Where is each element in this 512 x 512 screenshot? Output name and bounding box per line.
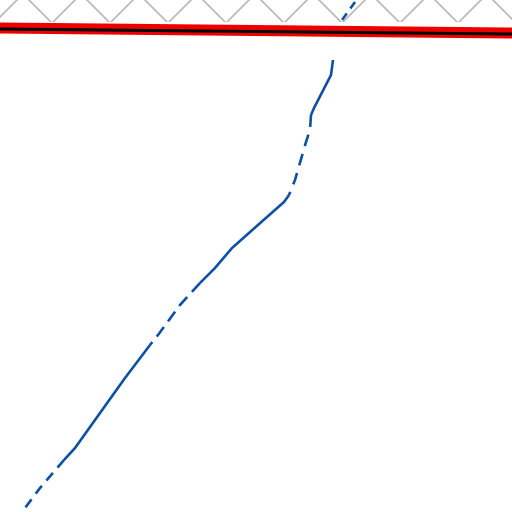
stream-dashed	[340, 1, 357, 21]
hatched-area	[0, 0, 512, 22]
stream-solid	[199, 194, 291, 284]
stream-solid	[63, 344, 152, 461]
stream-dashed	[20, 459, 65, 512]
stream-solid	[309, 59, 335, 116]
boundary-core	[0, 27, 512, 36]
stream-dashed	[287, 114, 313, 196]
stream	[20, 1, 357, 512]
stream-dashed	[148, 282, 201, 346]
